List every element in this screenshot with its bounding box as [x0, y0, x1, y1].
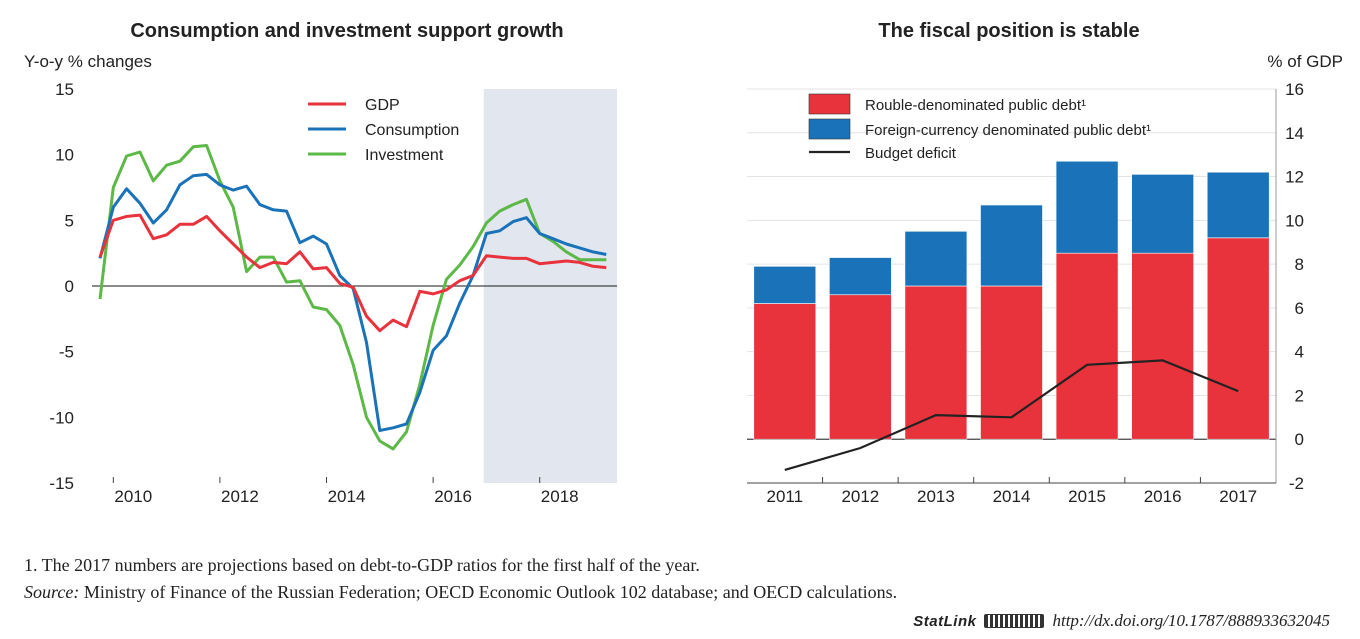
bar-rouble-debt — [1206, 237, 1270, 440]
right-y-tick-label: 10 — [1285, 211, 1304, 230]
left-x-tick-label: 2012 — [221, 487, 259, 506]
right-y-tick-label: 8 — [1295, 255, 1304, 274]
left-x-tick-label: 2010 — [114, 487, 152, 506]
bar-foreign-debt — [904, 230, 968, 287]
bar-foreign-debt — [1055, 160, 1119, 254]
bar-rouble-debt — [753, 303, 817, 440]
footnote: 1. The 2017 numbers are projections base… — [24, 555, 700, 575]
legend-label-consumption: Consumption — [365, 122, 459, 139]
left-y-tick-label: -15 — [49, 474, 74, 493]
right-x-tick-label: 2012 — [841, 487, 879, 506]
left-y-tick-label: -5 — [59, 343, 74, 362]
right-y-axis-label: % of GDP — [1267, 52, 1343, 71]
statlink-url[interactable]: http://dx.doi.org/10.1787/888933632045 — [1052, 611, 1330, 630]
left-x-tick-label: 2016 — [434, 487, 472, 506]
left-x-tick-label: 2018 — [541, 487, 579, 506]
legend-label-investment: Investment — [365, 147, 444, 164]
legend-swatch-foreign-debt — [808, 118, 851, 140]
right-x-tick-label: 2011 — [767, 487, 804, 506]
bar-foreign-debt — [753, 265, 817, 304]
bar-foreign-debt — [1206, 171, 1270, 239]
source-text: Ministry of Finance of the Russian Feder… — [83, 582, 898, 602]
right-y-tick-label: 0 — [1295, 430, 1304, 449]
legend-label-rouble-debt: Rouble-denominated public debt¹ — [865, 97, 1086, 114]
bar-foreign-debt — [829, 257, 892, 296]
left-y-tick-label: 5 — [65, 211, 74, 230]
right-y-tick-label: 4 — [1295, 343, 1304, 362]
left-y-tick-label: 15 — [55, 80, 74, 99]
left-y-tick-label: 10 — [55, 146, 74, 165]
bar-rouble-debt — [829, 294, 892, 440]
bar-foreign-debt — [1131, 174, 1194, 254]
bar-rouble-debt — [1131, 252, 1194, 440]
left-x-tick-label: 2014 — [328, 487, 366, 506]
right-x-tick-label: 2016 — [1144, 487, 1182, 506]
right-x-tick-label: 2015 — [1068, 487, 1106, 506]
right-chart-title: The fiscal position is stable — [878, 20, 1139, 42]
right-y-tick-label: 14 — [1285, 124, 1304, 143]
legend-label-foreign-debt: Foreign-currency denominated public debt… — [865, 122, 1151, 139]
right-y-tick-label: -2 — [1289, 474, 1304, 493]
right-y-tick-label: 2 — [1295, 386, 1304, 405]
legend-swatch-rouble-debt — [808, 93, 851, 115]
right-y-tick-label: 16 — [1285, 80, 1304, 99]
right-x-tick-label: 2017 — [1219, 487, 1257, 506]
growth-line-chart: Consumption and investment support growt… — [24, 20, 617, 506]
bar-foreign-debt — [980, 204, 1043, 287]
bar-rouble-debt — [980, 285, 1043, 440]
source-note: Source: Ministry of Finance of the Russi… — [24, 582, 897, 603]
right-x-tick-label: 2013 — [917, 487, 955, 506]
budget-deficit-line — [784, 359, 1239, 471]
statlink-logo-icon — [984, 614, 1045, 628]
bar-rouble-debt — [1055, 252, 1119, 440]
left-y-axis-label: Y-o-y % changes — [24, 52, 152, 71]
right-y-tick-label: 12 — [1285, 168, 1304, 187]
left-y-tick-label: -10 — [49, 408, 74, 427]
right-y-tick-label: 6 — [1295, 299, 1304, 318]
left-chart-title: Consumption and investment support growt… — [130, 20, 563, 42]
left-y-tick-label: 0 — [65, 277, 74, 296]
source-label: Source: — [24, 582, 80, 602]
legend-label-gdp: GDP — [365, 97, 400, 114]
series-line-investment — [98, 144, 607, 451]
fiscal-bar-chart: The fiscal position is stable % of GDP 1… — [747, 20, 1343, 506]
statlink[interactable]: StatLink http://dx.doi.org/10.1787/88893… — [913, 611, 1330, 631]
statlink-label: StatLink — [913, 612, 977, 630]
series-line-gdp — [98, 213, 607, 333]
legend-label-budget-deficit: Budget deficit — [865, 145, 957, 162]
right-x-tick-label: 2014 — [993, 487, 1031, 506]
bar-rouble-debt — [904, 285, 968, 440]
